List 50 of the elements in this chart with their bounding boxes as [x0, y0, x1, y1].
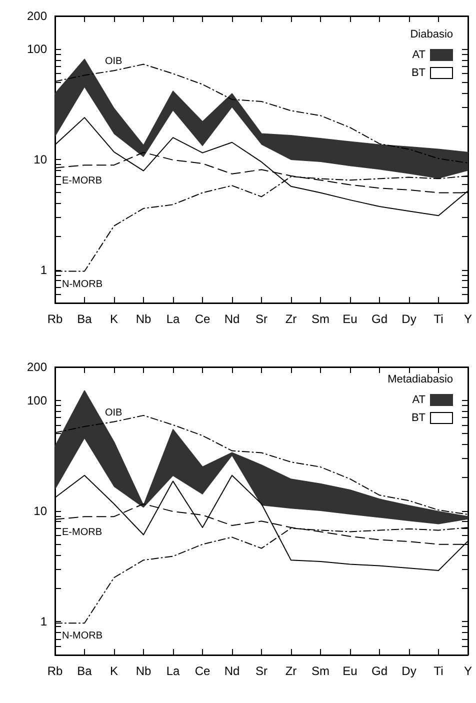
x-tick-label: Zr [285, 312, 297, 326]
legend-label: AT [412, 49, 426, 61]
x-tick-label: Ce [194, 312, 210, 326]
series-label: E-MORB [62, 175, 102, 186]
x-tick-label: Ba [77, 664, 92, 678]
legend-title: Metadiabasio [388, 374, 454, 386]
x-tick-label: Sm [312, 312, 330, 326]
x-tick-label: Gd [371, 664, 388, 678]
x-tick-label: Nd [224, 664, 240, 678]
x-tick-label: Ce [194, 664, 210, 678]
x-tick-label: Sm [312, 664, 330, 678]
x-tick-label: Rb [47, 664, 63, 678]
x-tick-label: K [110, 664, 118, 678]
y-tick-label: 10 [34, 504, 48, 518]
legend-label: BT [411, 412, 426, 424]
series-label: OIB [105, 407, 123, 418]
y-tick-label: 100 [26, 393, 48, 408]
y-tick-label: 1 [40, 614, 48, 629]
y-tick-label: 200 [26, 9, 48, 23]
x-tick-label: Ba [77, 312, 92, 326]
x-tick-label: Eu [342, 664, 358, 678]
x-tick-label: Sr [256, 312, 268, 326]
x-tick-label: Eu [342, 312, 358, 326]
series-label: N-MORB [62, 278, 103, 290]
x-tick-label: La [166, 664, 180, 678]
series-label: N-MORB [62, 630, 103, 642]
y-tick-label: 100 [26, 42, 48, 56]
legend-title: Diabasio [410, 28, 454, 40]
x-tick-label: K [110, 312, 118, 326]
x-tick-label: Ti [434, 664, 444, 678]
y-tick-label: 10 [34, 152, 48, 166]
y-tick-label: 1 [40, 262, 48, 277]
x-tick-label: Zr [285, 664, 297, 678]
x-tick-label: Nb [136, 312, 152, 326]
x-tick-label: Y [464, 312, 472, 326]
x-tick-label: Rb [47, 312, 63, 326]
x-tick-label: Dy [402, 664, 416, 678]
x-tick-label: Nd [224, 312, 240, 326]
x-tick-label: Y [464, 664, 472, 678]
legend-label: BT [411, 67, 426, 79]
series-label: OIB [105, 56, 123, 68]
legend-label: AT [412, 394, 426, 406]
x-tick-label: Dy [402, 312, 416, 326]
y-tick-label: 200 [26, 360, 48, 374]
series-label: E-MORB [62, 526, 102, 538]
x-tick-label: Gd [371, 312, 388, 326]
x-tick-label: Nb [136, 664, 152, 678]
x-tick-label: Ti [434, 312, 444, 326]
x-tick-label: La [166, 312, 180, 326]
x-tick-label: Sr [256, 664, 268, 678]
